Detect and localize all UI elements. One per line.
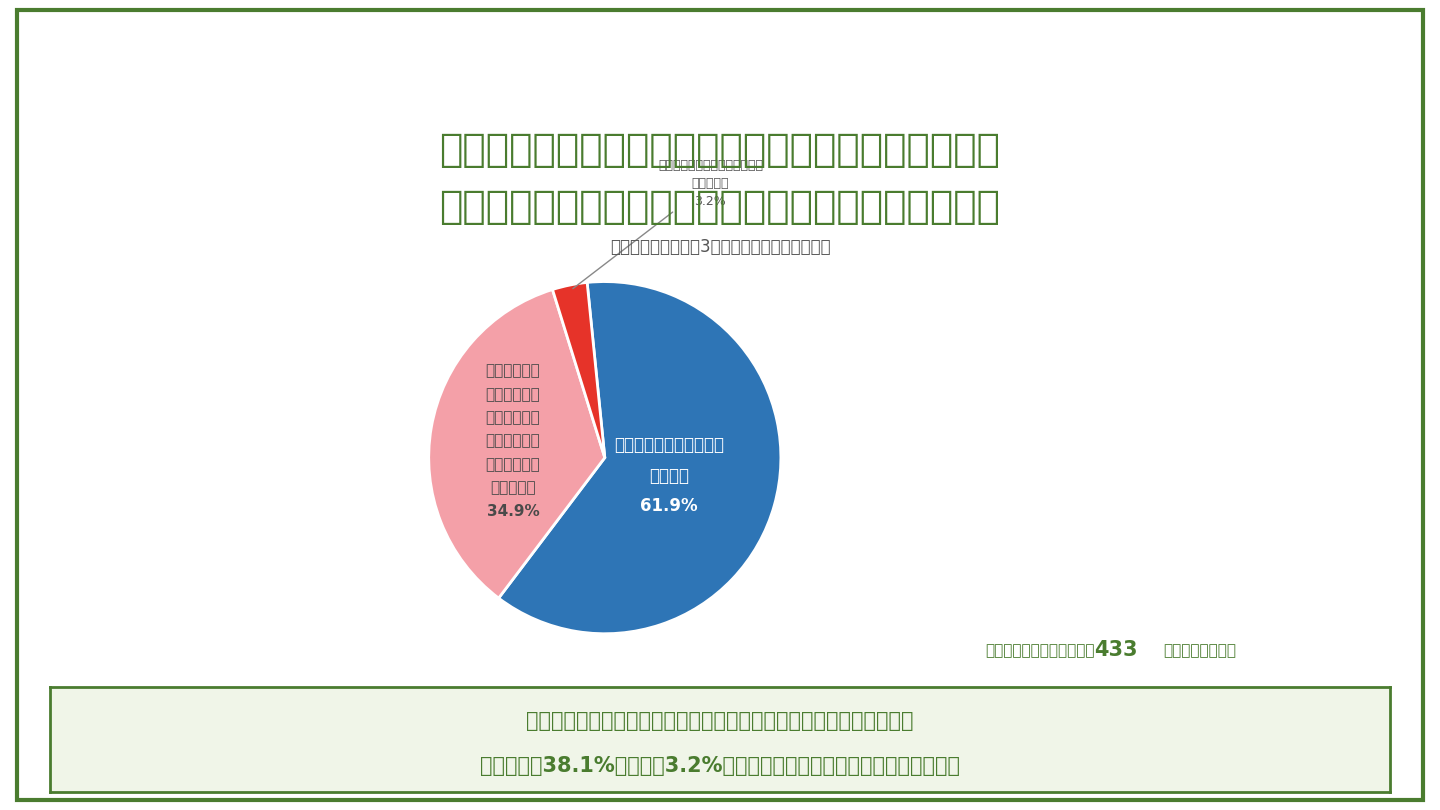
- Text: 旅館のリピート利用につながることはありますか？》: 旅館のリピート利用につながることはありますか？》: [439, 188, 1001, 225]
- Text: 定量調査結果報告: 定量調査結果報告: [144, 43, 238, 62]
- Text: 旅行に行くことがある人＝: 旅行に行くことがある人＝: [985, 643, 1094, 658]
- Wedge shape: [498, 282, 780, 633]
- Text: ある割合は38.1%。　うえ3.2%はリピートの大きな理由になると答えた。: ある割合は38.1%。 うえ3.2%はリピートの大きな理由になると答えた。: [480, 756, 960, 776]
- Text: 主な理由では
ないが、寝間
着がリピート
利用の理由の
一つになるこ
とはある。
34.9%: 主な理由では ないが、寝間 着がリピート 利用の理由の 一つになるこ とはある。…: [485, 364, 540, 518]
- Text: 433: 433: [1094, 641, 1138, 660]
- Text: リピート利用の理由には
ならない
61.9%: リピート利用の理由には ならない 61.9%: [615, 436, 724, 515]
- Wedge shape: [553, 283, 605, 458]
- Text: （あてはまるものを3つまでお選びください。）: （あてはまるものを3つまでお選びください。）: [609, 238, 831, 256]
- Wedge shape: [429, 289, 605, 598]
- Text: 》用意されていた寝間着が良かったことが、ホテルや: 》用意されていた寝間着が良かったことが、ホテルや: [439, 131, 1001, 168]
- Text: 寝間着はリピート利用の大きな
理由になる
3.2%: 寝間着はリピート利用の大きな 理由になる 3.2%: [573, 159, 763, 288]
- Text: 用意されていた寝間着が良かったことがリピートの理由になることが: 用意されていた寝間着が良かったことがリピートの理由になることが: [526, 710, 914, 731]
- Text: 人　（単位／％）: 人 （単位／％）: [1164, 643, 1237, 658]
